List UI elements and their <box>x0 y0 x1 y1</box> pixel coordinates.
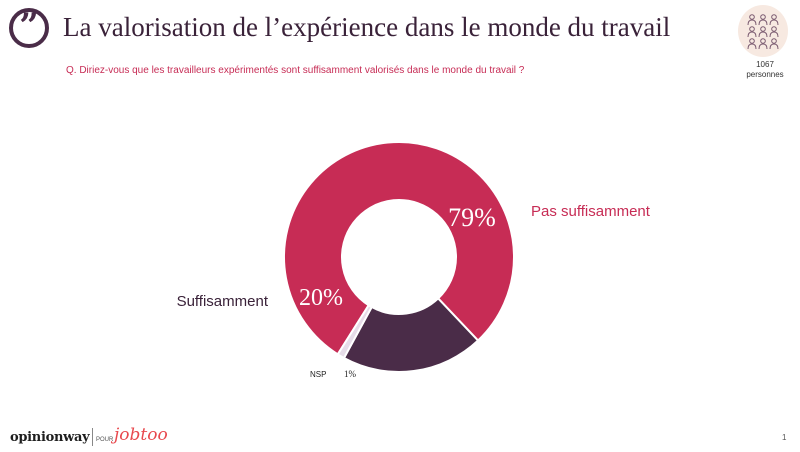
category-label-pas-suffisamment: Pas suffisamment <box>531 203 651 220</box>
sample-count: 1067 <box>756 60 774 69</box>
footer-pour: POUR <box>96 437 114 443</box>
question-text: Q. Diriez-vous que les travailleurs expé… <box>66 65 525 76</box>
slice-suffisamment <box>342 296 480 373</box>
page-title: La valorisation de l’expérience dans le … <box>63 12 671 42</box>
value-label-nsp: 1% <box>344 369 357 379</box>
page-number: 1 <box>782 433 787 442</box>
brand-logo: opinionway <box>10 430 90 445</box>
category-label-nsp: NSP <box>310 370 326 379</box>
value-label-pas-suffisamment: 79% <box>448 203 496 232</box>
footer-divider <box>92 428 93 446</box>
quote-icon: ” <box>9 6 49 48</box>
partner-logo: jobtoo <box>114 425 168 445</box>
slice-pas-suffisamment <box>283 141 515 356</box>
sample-unit: personnes <box>746 70 784 79</box>
sample-size: 1067 personnes <box>735 60 795 80</box>
category-label-suffisamment: Suffisamment <box>177 293 269 310</box>
value-label-suffisamment: 20% <box>299 285 343 311</box>
people-group-icon <box>738 5 788 57</box>
slice-nsp <box>336 303 374 360</box>
